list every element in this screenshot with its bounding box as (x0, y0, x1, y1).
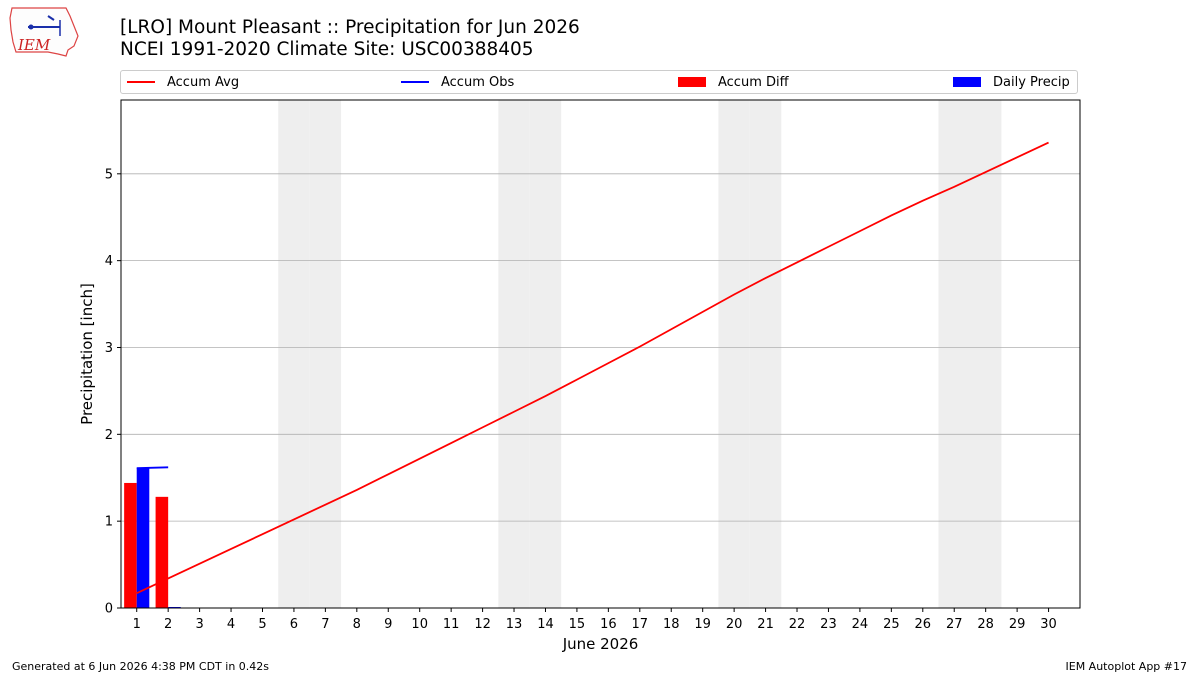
x-tick-label: 21 (757, 617, 774, 632)
generated-timestamp: Generated at 6 Jun 2026 4:38 PM CDT in 0… (12, 660, 270, 673)
x-tick-label: 7 (321, 617, 329, 632)
accum-diff-bar (155, 496, 169, 608)
x-tick-label: 10 (411, 617, 428, 632)
x-tick-label: 6 (290, 617, 298, 632)
app-credit: IEM Autoplot App #17 (1065, 660, 1188, 673)
legend-swatch-accum-obs (401, 81, 429, 83)
x-tick-label: 8 (353, 617, 361, 632)
y-tick-label: 0 (105, 602, 113, 617)
accum-avg-line (136, 141, 1049, 595)
legend-label-accum-avg: Accum Avg (167, 74, 240, 90)
legend: Accum Avg Accum Obs Accum Diff Daily Pre… (120, 70, 1078, 94)
legend-swatch-daily-precip (953, 77, 981, 87)
chart-title: [LRO] Mount Pleasant :: Precipitation fo… (120, 17, 580, 38)
x-tick-label: 9 (384, 617, 392, 632)
legend-item-daily-precip: Daily Precip (953, 71, 1070, 93)
x-tick-label: 12 (474, 617, 491, 632)
x-tick-label: 4 (227, 617, 235, 632)
weekend-band (938, 100, 970, 608)
legend-label-accum-obs: Accum Obs (441, 74, 515, 90)
weekend-band (749, 100, 782, 608)
y-tick-label: 4 (105, 254, 113, 269)
legend-swatch-accum-diff (678, 77, 706, 87)
weekend-band (278, 100, 310, 608)
legend-label-accum-diff: Accum Diff (718, 74, 789, 90)
legend-swatch-accum-avg (127, 81, 155, 83)
chart-subtitle: NCEI 1991-2020 Climate Site: USC00388405 (120, 39, 534, 60)
y-tick-label: 3 (105, 341, 113, 356)
weekend-band (498, 100, 530, 608)
weekend-band (969, 100, 1002, 608)
legend-item-accum-obs: Accum Obs (401, 71, 514, 93)
y-tick-label: 2 (105, 428, 113, 443)
y-tick-label: 1 (105, 515, 113, 530)
x-tick-label: 22 (789, 617, 806, 632)
x-tick-label: 17 (632, 617, 649, 632)
x-tick-label: 1 (133, 617, 141, 632)
x-tick-label: 24 (852, 617, 869, 632)
x-axis-label: June 2026 (562, 635, 639, 653)
weekend-band (718, 100, 750, 608)
legend-item-accum-diff: Accum Diff (678, 71, 789, 93)
x-tick-label: 13 (506, 617, 523, 632)
x-tick-label: 16 (600, 617, 617, 632)
x-tick-label: 29 (1009, 617, 1026, 632)
legend-item-accum-avg: Accum Avg (127, 71, 239, 93)
x-tick-label: 28 (977, 617, 994, 632)
x-tick-label: 26 (915, 617, 932, 632)
iem-logo-text: IEM (17, 36, 51, 54)
x-tick-label: 15 (569, 617, 586, 632)
weekend-band (529, 100, 562, 608)
x-tick-label: 5 (258, 617, 266, 632)
x-tick-label: 30 (1040, 617, 1057, 632)
iem-logo: IEM (9, 7, 79, 57)
legend-label-daily-precip: Daily Precip (993, 74, 1070, 90)
x-tick-label: 2 (164, 617, 172, 632)
accum-diff-bar (124, 482, 137, 608)
x-tick-label: 11 (443, 617, 460, 632)
accum-obs-line (136, 466, 169, 470)
y-tick-label: 5 (105, 167, 113, 182)
x-tick-label: 18 (663, 617, 680, 632)
daily-precip-bar (136, 468, 150, 608)
x-tick-label: 25 (883, 617, 900, 632)
x-tick-label: 23 (820, 617, 837, 632)
x-tick-label: 14 (537, 617, 554, 632)
y-axis-label: Precipitation [inch] (78, 283, 96, 425)
weekend-band (309, 100, 342, 608)
x-tick-label: 20 (726, 617, 743, 632)
x-tick-label: 3 (195, 617, 203, 632)
plot-frame (120, 99, 1081, 609)
x-tick-label: 19 (694, 617, 711, 632)
x-tick-label: 27 (946, 617, 963, 632)
